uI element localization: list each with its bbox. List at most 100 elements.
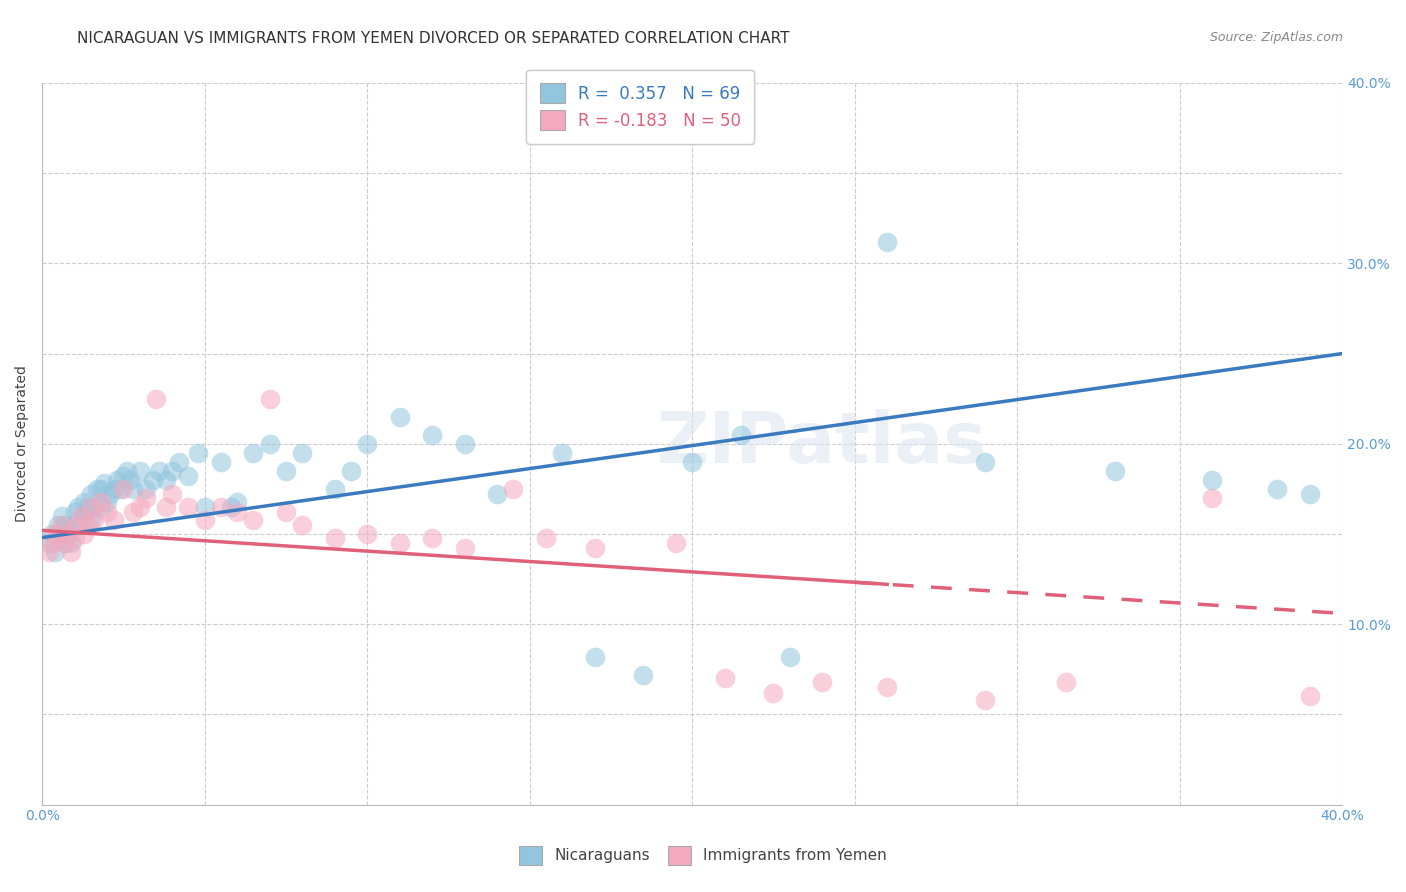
- Point: [44, 545, 66, 559]
- Point: [112, 469, 135, 483]
- Point: [83, 512, 105, 526]
- Point: [259, 392, 281, 406]
- Legend: Nicaraguans, Immigrants from Yemen: Nicaraguans, Immigrants from Yemen: [509, 836, 897, 875]
- Point: [103, 482, 125, 496]
- Point: [274, 505, 297, 519]
- Point: [259, 437, 281, 451]
- Point: [502, 482, 524, 496]
- Point: [1299, 487, 1322, 501]
- Point: [128, 500, 150, 514]
- Point: [665, 536, 688, 550]
- Point: [66, 500, 89, 514]
- Point: [219, 500, 242, 514]
- Text: ZIPatlas: ZIPatlas: [657, 409, 987, 478]
- Point: [291, 518, 314, 533]
- Point: [388, 536, 411, 550]
- Point: [122, 505, 145, 519]
- Point: [86, 482, 108, 496]
- Point: [80, 487, 103, 501]
- Point: [681, 455, 703, 469]
- Point: [155, 500, 177, 514]
- Point: [90, 482, 112, 496]
- Point: [1265, 482, 1288, 496]
- Point: [155, 473, 177, 487]
- Point: [167, 455, 190, 469]
- Point: [323, 482, 346, 496]
- Point: [96, 494, 118, 508]
- Point: [53, 536, 76, 550]
- Point: [209, 500, 232, 514]
- Point: [70, 508, 93, 523]
- Point: [115, 464, 138, 478]
- Point: [135, 491, 157, 505]
- Point: [1054, 674, 1077, 689]
- Point: [135, 482, 157, 496]
- Text: Source: ZipAtlas.com: Source: ZipAtlas.com: [1209, 31, 1343, 45]
- Point: [58, 527, 80, 541]
- Point: [1299, 690, 1322, 704]
- Point: [93, 476, 115, 491]
- Point: [730, 427, 752, 442]
- Point: [534, 531, 557, 545]
- Point: [1104, 464, 1126, 478]
- Point: [486, 487, 509, 501]
- Point: [73, 494, 96, 508]
- Point: [340, 464, 363, 478]
- Point: [454, 437, 477, 451]
- Point: [90, 500, 112, 514]
- Point: [83, 500, 105, 514]
- Point: [356, 437, 378, 451]
- Point: [96, 505, 118, 519]
- Point: [48, 518, 70, 533]
- Point: [242, 512, 264, 526]
- Point: [80, 500, 103, 514]
- Point: [1201, 473, 1223, 487]
- Point: [876, 235, 898, 249]
- Point: [108, 482, 131, 496]
- Point: [48, 531, 70, 545]
- Point: [63, 518, 86, 533]
- Point: [551, 446, 574, 460]
- Point: [148, 464, 170, 478]
- Point: [76, 518, 98, 533]
- Y-axis label: Divorced or Separated: Divorced or Separated: [15, 366, 30, 522]
- Point: [41, 536, 63, 550]
- Point: [63, 531, 86, 545]
- Point: [51, 518, 73, 533]
- Point: [58, 527, 80, 541]
- Point: [76, 500, 98, 514]
- Point: [973, 455, 995, 469]
- Point: [762, 686, 785, 700]
- Point: [713, 671, 735, 685]
- Point: [454, 541, 477, 556]
- Point: [60, 536, 83, 550]
- Point: [53, 518, 76, 533]
- Point: [242, 446, 264, 460]
- Point: [583, 541, 606, 556]
- Point: [48, 531, 70, 545]
- Text: NICARAGUAN VS IMMIGRANTS FROM YEMEN DIVORCED OR SEPARATED CORRELATION CHART: NICARAGUAN VS IMMIGRANTS FROM YEMEN DIVO…: [77, 31, 790, 46]
- Point: [633, 667, 655, 681]
- Point: [118, 473, 141, 487]
- Point: [323, 531, 346, 545]
- Point: [90, 494, 112, 508]
- Point: [70, 518, 93, 533]
- Point: [876, 681, 898, 695]
- Point: [73, 508, 96, 523]
- Point: [226, 505, 249, 519]
- Point: [38, 536, 60, 550]
- Point: [60, 545, 83, 559]
- Point: [420, 427, 443, 442]
- Point: [274, 464, 297, 478]
- Point: [51, 508, 73, 523]
- Point: [44, 527, 66, 541]
- Point: [779, 649, 801, 664]
- Point: [209, 455, 232, 469]
- Point: [112, 482, 135, 496]
- Point: [177, 469, 200, 483]
- Point: [100, 487, 122, 501]
- Point: [194, 512, 217, 526]
- Point: [41, 527, 63, 541]
- Point: [38, 545, 60, 559]
- Point: [1201, 491, 1223, 505]
